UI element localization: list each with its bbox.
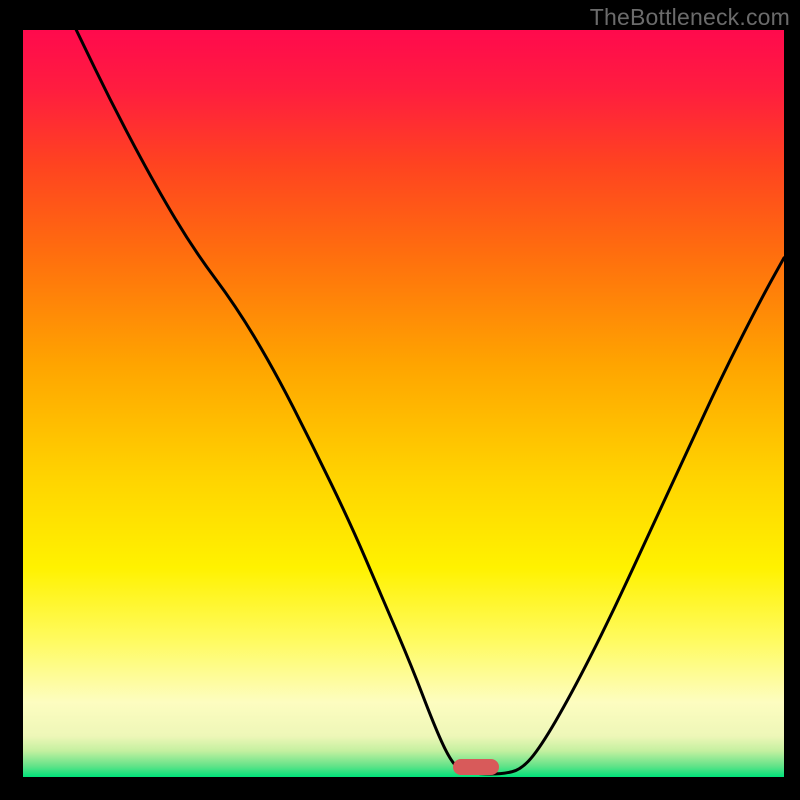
plot-area	[23, 30, 784, 777]
chart-frame: TheBottleneck.com	[0, 0, 800, 800]
curve-overlay	[23, 30, 784, 777]
watermark-text: TheBottleneck.com	[590, 4, 790, 31]
bottleneck-curve	[76, 30, 784, 774]
optimal-marker	[453, 759, 499, 775]
